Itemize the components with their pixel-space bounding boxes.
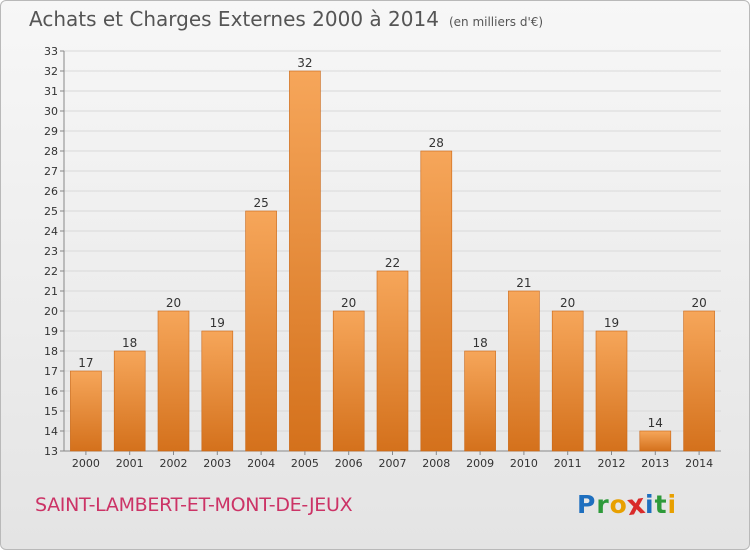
bar [464, 350, 496, 452]
chart-title-text: Achats et Charges Externes 2000 à 2014 [29, 7, 439, 31]
x-tick-label: 2012 [598, 457, 626, 470]
y-axis-ticks: 13 14 15 16 17 18 19 20 21 22 23 24 25 26 27 28 29 30 31 32… [44, 45, 64, 458]
data-label: 18 [122, 336, 137, 350]
bar [683, 310, 715, 452]
data-label: 20 [691, 296, 706, 310]
logo-letter: o [609, 490, 628, 519]
logo-letter: P [577, 490, 597, 519]
x-tick-label: 2008 [422, 457, 450, 470]
y-tick-label: 28 [44, 145, 58, 158]
x-axis-ticks: 2000 2001 2002 2003 2004 2005 2006 2007 2008 2009… [72, 451, 713, 470]
logo-letter: i [645, 490, 655, 519]
logo-letter: t [654, 490, 668, 519]
y-tick-label: 19 [44, 325, 58, 338]
x-tick-label: 2000 [72, 457, 100, 470]
bar [551, 310, 584, 452]
x-tick-label: 2013 [641, 457, 669, 470]
y-tick-label: 24 [44, 225, 58, 238]
data-label: 18 [472, 336, 487, 350]
x-tick-label: 2002 [160, 457, 188, 470]
y-tick-label: 15 [44, 405, 58, 418]
y-tick-label: 25 [44, 205, 58, 218]
y-tick-label: 21 [44, 285, 58, 298]
x-tick-label: 2003 [203, 457, 231, 470]
bar [420, 150, 453, 452]
y-tick-label: 32 [44, 65, 58, 78]
data-label: 19 [604, 316, 619, 330]
bar [113, 350, 146, 452]
y-tick-label: 18 [44, 345, 58, 358]
bar [289, 70, 321, 452]
y-tick-label: 13 [44, 445, 58, 458]
data-label: 21 [516, 276, 531, 290]
bar [595, 330, 628, 452]
y-tick-label: 31 [44, 85, 58, 98]
place-name: SAINT-LAMBERT-ET-MONT-DE-JEUX [35, 494, 353, 516]
bar [157, 310, 190, 452]
data-label: 20 [166, 296, 181, 310]
data-label: 25 [253, 196, 268, 210]
y-tick-label: 29 [44, 125, 58, 138]
y-tick-label: 27 [44, 165, 58, 178]
x-tick-label: 2014 [685, 457, 713, 470]
y-tick-label: 20 [44, 305, 58, 318]
y-tick-label: 16 [44, 385, 58, 398]
y-tick-label: 26 [44, 185, 58, 198]
y-tick-label: 23 [44, 245, 58, 258]
x-tick-label: 2005 [291, 457, 319, 470]
bar [376, 270, 409, 452]
y-tick-label: 22 [44, 265, 58, 278]
chart-unit-label: (en milliers d'€) [448, 15, 544, 29]
y-tick-label: 33 [44, 45, 58, 58]
x-tick-label: 2007 [379, 457, 407, 470]
proxiti-logo: Proxiti [577, 487, 678, 522]
bar [639, 430, 672, 452]
logo-letter: x [624, 487, 648, 522]
logo-letter: r [596, 490, 610, 519]
data-label: 19 [210, 316, 225, 330]
bar [70, 370, 102, 452]
bar [245, 210, 277, 452]
x-tick-label: 2004 [247, 457, 275, 470]
data-label: 17 [78, 356, 93, 370]
logo-letter: i [667, 490, 678, 519]
data-label: 20 [560, 296, 575, 310]
y-tick-label: 14 [44, 425, 58, 438]
data-label: 14 [648, 416, 663, 430]
data-label: 20 [341, 296, 356, 310]
data-label: 32 [297, 56, 312, 70]
y-tick-label: 30 [44, 105, 58, 118]
x-tick-label: 2006 [335, 457, 363, 470]
bar [508, 290, 540, 452]
bars: 17 18 20 19 25 32 20 22 28 18 21 20 19 14 20 [70, 56, 715, 452]
y-tick-label: 17 [44, 365, 58, 378]
bar [332, 310, 365, 452]
x-tick-label: 2001 [116, 457, 144, 470]
x-tick-label: 2011 [554, 457, 582, 470]
x-tick-label: 2010 [510, 457, 538, 470]
bar [201, 330, 234, 452]
chart-title: Achats et Charges Externes 2000 à 2014 (e… [29, 7, 543, 31]
x-tick-label: 2009 [466, 457, 494, 470]
data-label: 28 [429, 136, 444, 150]
data-label: 22 [385, 256, 400, 270]
